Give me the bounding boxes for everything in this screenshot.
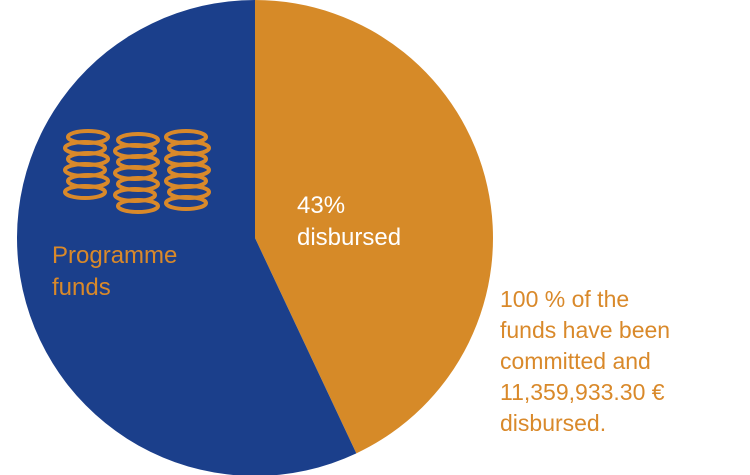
funds-note: 100 % of the funds have been committed a…	[500, 284, 745, 439]
coin-shape	[164, 195, 208, 211]
funds-note-line-1: 100 % of the	[500, 286, 630, 312]
programme-funds-line-1: Programme	[52, 242, 178, 269]
funds-note-line-2: funds have been	[500, 317, 671, 343]
funds-note-line-5: disbursed.	[500, 410, 607, 436]
funds-note-line-3: committed and	[500, 348, 651, 374]
coin-shape	[63, 184, 107, 200]
disbursed-percent-line-2: disbursed	[297, 224, 402, 251]
programme-funds-label: Programme funds	[52, 240, 252, 304]
coin-shape	[116, 198, 160, 214]
coin-stack-icon	[63, 129, 211, 214]
programme-funds-line-2: funds	[52, 274, 111, 301]
pie-slices	[17, 0, 493, 475]
pie-slice-programme-funds	[17, 0, 357, 475]
disbursed-percent-line-1: 43%	[297, 192, 346, 219]
disbursed-percent-label: 43% disbursed	[297, 190, 457, 254]
funds-note-line-4: 11,359,933.30 €	[500, 379, 665, 405]
pie-slice-disbursed	[255, 0, 493, 454]
